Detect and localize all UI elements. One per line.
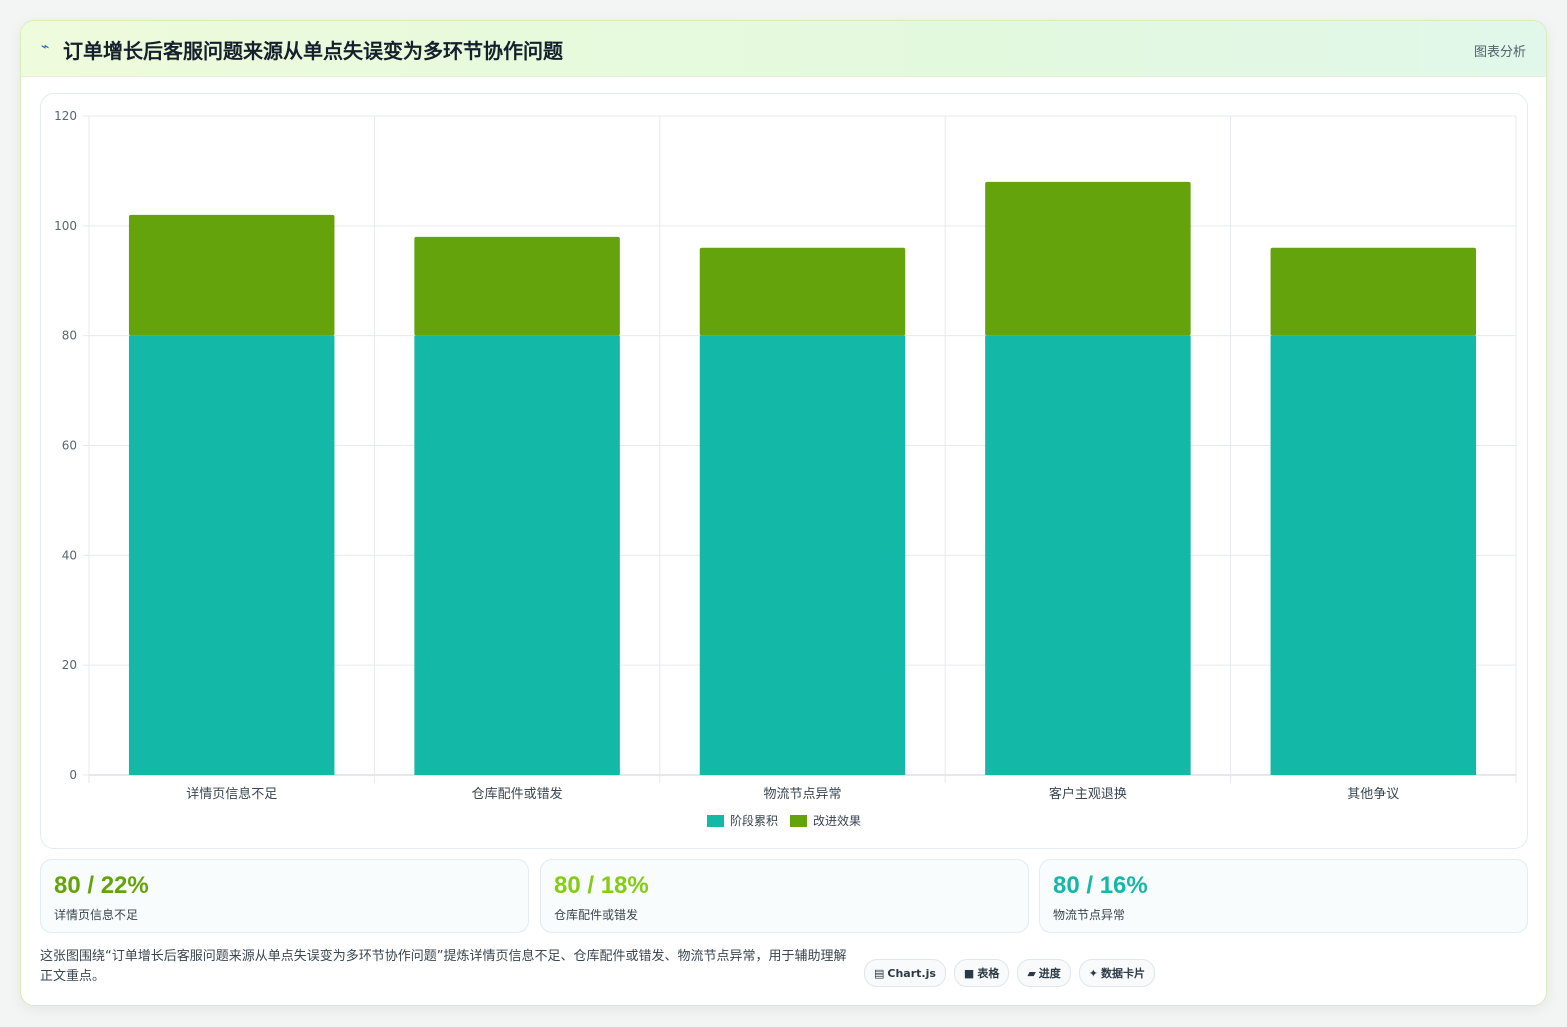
stacked-bar-chart: 0 20 40 60 80 100 120 详情页信息不足 仓库配件或错发 物流节点异常 客户主观退… <box>54 109 1517 802</box>
stat-value: 80 / 22% <box>54 872 149 899</box>
y-tick-label: 120 <box>54 109 77 123</box>
bar-segment <box>414 335 620 775</box>
card-header: ⌁ 订单增长后客服问题来源从单点失误变为多环节协作问题 图表分析 <box>21 21 1546 77</box>
x-tick-label: 物流节点异常 <box>763 787 841 802</box>
tag-label: Chart.js <box>887 966 936 980</box>
bar-segment <box>414 236 620 336</box>
tag-label: 表格 <box>977 967 1000 980</box>
bar-segment <box>128 214 335 336</box>
y-tick-label: 100 <box>54 219 77 233</box>
y-tick-label: 60 <box>62 439 77 453</box>
bar-segment <box>699 335 906 775</box>
chart-icon: ▤ <box>874 966 885 980</box>
bar-segment <box>128 335 335 775</box>
stat-card: 80 / 16% 物流节点异常 <box>1039 859 1528 933</box>
stat-card: 80 / 22% 详情页信息不足 <box>40 859 529 933</box>
sparkle-icon: ✦ <box>1088 966 1099 980</box>
bar-segment <box>1270 247 1477 336</box>
y-tick-label: 40 <box>62 548 77 562</box>
bar-segment <box>699 247 906 336</box>
legend-item[interactable]: 改进效果 <box>790 812 861 829</box>
chart-panel: 0 20 40 60 80 100 120 详情页信息不足 仓库配件或错发 物流节点异常 客户主观退… <box>40 93 1528 849</box>
tag-progress[interactable]: ▰ 进度 <box>1017 959 1071 987</box>
y-tick-label: 20 <box>62 658 77 672</box>
header-tag: 图表分析 <box>1473 45 1526 60</box>
stat-label: 物流节点异常 <box>1053 908 1126 922</box>
tag-label: 进度 <box>1038 967 1061 980</box>
page-title: 订单增长后客服问题来源从单点失误变为多环节协作问题 <box>63 39 563 63</box>
tag-table[interactable]: ■ 表格 <box>953 959 1010 987</box>
legend-swatch <box>790 814 807 827</box>
stat-card: 80 / 18% 仓库配件或错发 <box>540 859 1029 933</box>
stat-value: 80 / 18% <box>554 872 649 899</box>
bar-segment <box>1270 335 1477 775</box>
bar-segment <box>985 335 1191 775</box>
x-tick-label: 仓库配件或错发 <box>472 786 563 802</box>
chart-caption: 这张图围绕“订单增长后客服问题来源从单点失误变为多环节协作问题”提炼详情页信息不… <box>40 949 847 984</box>
chart-card: ⌁ 订单增长后客服问题来源从单点失误变为多环节协作问题 图表分析 0 20 40 60… <box>20 20 1547 1006</box>
legend-swatch <box>706 814 724 827</box>
tag-data-card[interactable]: ✦ 数据卡片 <box>1078 959 1156 987</box>
feature-tags: ▤ Chart.js ■ 表格 ▰ 进度 ✦ 数据卡片 <box>864 959 1156 987</box>
legend-item[interactable]: 阶段累积 <box>706 812 778 829</box>
stat-label: 详情页信息不足 <box>54 908 139 922</box>
x-tick-label: 详情页信息不足 <box>186 786 277 802</box>
y-tick-label: 0 <box>69 768 77 782</box>
tag-chartjs[interactable]: ▤ Chart.js <box>864 959 946 987</box>
progress-icon: ▰ <box>1027 966 1036 980</box>
chart-legend: 阶段累积 改进效果 <box>41 812 1527 829</box>
x-tick-label: 客户主观退换 <box>1049 786 1127 802</box>
bar-segment <box>985 181 1191 336</box>
legend-label: 阶段累积 <box>729 814 778 828</box>
table-icon: ■ <box>963 966 975 980</box>
y-tick-label: 80 <box>62 329 77 343</box>
stat-label: 仓库配件或错发 <box>554 908 639 922</box>
legend-label: 改进效果 <box>813 814 862 828</box>
trend-icon: ⌁ <box>41 39 50 55</box>
x-tick-label: 其他争议 <box>1347 787 1399 802</box>
tag-label: 数据卡片 <box>1101 967 1146 980</box>
stat-value: 80 / 16% <box>1053 872 1148 899</box>
